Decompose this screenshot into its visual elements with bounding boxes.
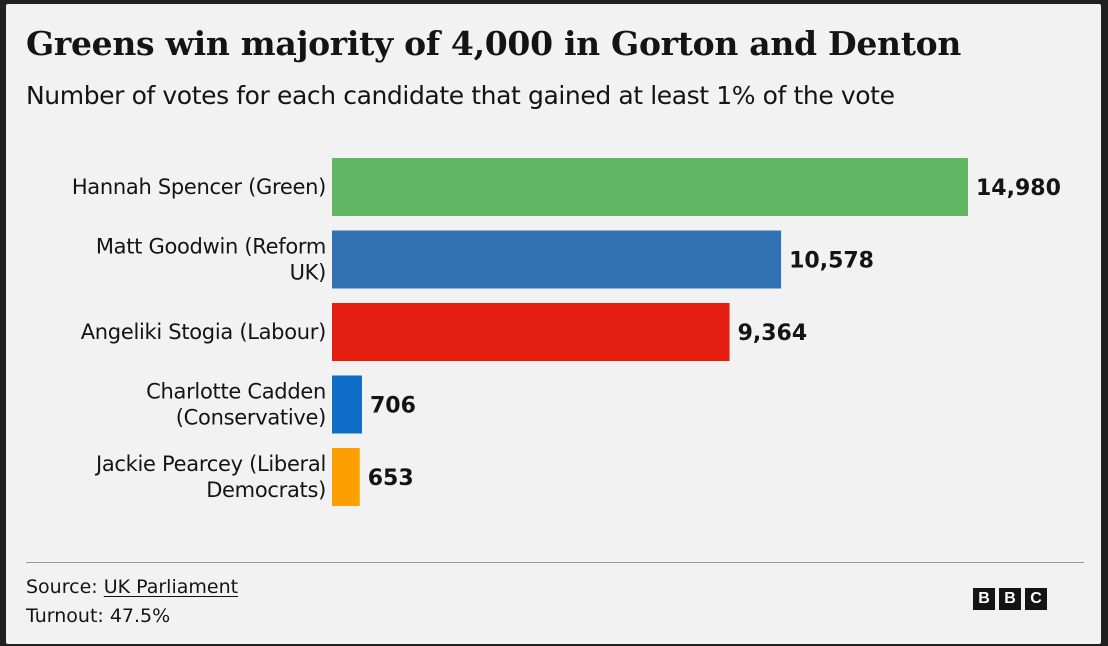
value-label-0: 14,980 [976, 176, 1061, 201]
category-label-0: Hannah Spencer (Green) [72, 175, 326, 199]
category-label-3-line-1: (Conservative) [176, 406, 326, 430]
bar-3 [332, 375, 362, 434]
source-line: Source: UK Parliament [26, 574, 238, 600]
bar-2 [332, 303, 730, 361]
bbc-logo-letter-b2: B [999, 588, 1021, 610]
category-label-3-line-0: Charlotte Cadden [146, 380, 326, 404]
bar-chart: 14,980 Hannah Spencer (Green) 10,578 Matt G… [72, 158, 1061, 506]
value-label-4: 653 [368, 466, 414, 491]
chart-subtitle: Number of votes for each candidate that … [26, 81, 895, 110]
value-label-2: 9,364 [738, 321, 808, 346]
bar-4 [332, 448, 360, 506]
footer-divider [26, 562, 1084, 563]
bar-1 [332, 230, 782, 289]
source-link[interactable]: UK Parliament [103, 576, 239, 598]
bbc-logo-letter-c: C [1025, 588, 1047, 610]
category-label-4-line-1: Democrats) [206, 478, 326, 502]
bbc-logo-letter-b1: B [973, 588, 995, 610]
bbc-logo: B B C [973, 588, 1047, 610]
value-label-3: 706 [370, 394, 416, 419]
category-label-1-line-1: UK) [290, 261, 326, 285]
value-label-1: 10,578 [789, 249, 874, 274]
category-label-1-line-0: Matt Goodwin (Reform [96, 235, 326, 259]
source-prefix: Source: [26, 576, 104, 598]
category-label-4-line-0: Jackie Pearcey (Liberal [94, 452, 326, 476]
turnout-text: Turnout: 47.5% [26, 605, 171, 627]
bar-0 [332, 158, 968, 216]
category-label-2: Angeliki Stogia (Labour) [81, 320, 326, 344]
chart-title: Greens win majority of 4,000 in Gorton a… [26, 24, 962, 63]
